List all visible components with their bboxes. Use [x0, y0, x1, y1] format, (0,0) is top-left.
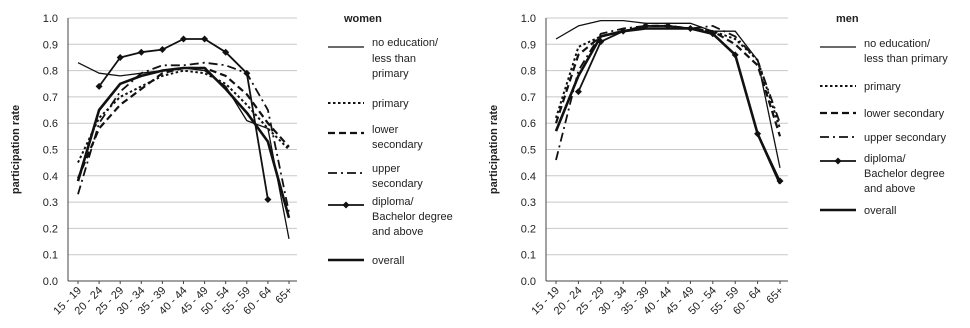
series-line-solid-thick — [554, 27, 782, 185]
data-point-marker — [137, 48, 145, 56]
legend: men no education/less than primary primary… — [820, 13, 948, 217]
legend-marker — [834, 157, 842, 165]
legend-label: diploma/Bachelor degree and above — [864, 153, 945, 195]
data-point-marker — [158, 46, 166, 54]
y-axis-label: participation rate — [488, 105, 500, 194]
x-tick-label: 65+ — [764, 285, 786, 307]
y-tick-label: 0.6 — [43, 118, 58, 130]
y-tick-label: 0.7 — [521, 92, 536, 104]
y-tick-label: 0.5 — [521, 145, 536, 157]
legend-label: upper secondary — [372, 163, 423, 190]
legend-label: lower secondary — [372, 124, 423, 151]
y-tick-label: 0.9 — [43, 39, 58, 51]
series-line-solid-thin — [77, 62, 290, 240]
y-tick-label: 0.9 — [521, 39, 536, 51]
y-tick-label: 0.7 — [43, 92, 58, 104]
legend-label: primary — [864, 81, 901, 93]
y-tick-label: 0.0 — [521, 276, 536, 288]
legend-label: lower secondary — [864, 108, 945, 120]
legend: women no education/less than primary primar… — [328, 13, 453, 267]
y-tick-label: 0.8 — [521, 66, 536, 78]
y-tick-label: 1.0 — [43, 13, 58, 25]
y-tick-label: 0.3 — [43, 197, 58, 209]
y-tick-label: 0.8 — [43, 66, 58, 78]
y-tick-label: 0.6 — [521, 118, 536, 130]
data-point-marker — [95, 82, 103, 90]
legend-label: overall — [864, 205, 896, 217]
legend-label: no education/less than primary — [864, 38, 948, 65]
legend-marker — [342, 201, 350, 209]
data-point-marker — [201, 35, 209, 43]
legend-label: primary — [372, 98, 409, 110]
data-point-marker — [574, 88, 582, 96]
legend-title: men — [836, 13, 859, 25]
legend-label: diploma/Bachelor degree and above — [372, 196, 453, 238]
x-tick-label: 65+ — [273, 285, 295, 307]
series-line-dotted — [555, 24, 781, 129]
data-point-marker — [180, 35, 187, 43]
series-line-solid-thick — [76, 66, 291, 219]
chart-panel-men: 0.00.10.20.30.40.50.60.70.80.91.015 - 19… — [488, 13, 948, 317]
y-tick-label: 1.0 — [521, 13, 536, 25]
legend-title: women — [343, 13, 382, 25]
y-tick-label: 0.3 — [521, 197, 536, 209]
y-tick-label: 0.1 — [43, 250, 58, 262]
data-point-marker — [222, 48, 230, 56]
y-tick-label: 0.1 — [521, 250, 536, 262]
data-point-marker — [243, 69, 251, 77]
y-tick-label: 0.2 — [43, 223, 58, 235]
y-axis-label: participation rate — [10, 105, 22, 194]
data-point-marker — [116, 53, 124, 61]
data-point-marker — [264, 195, 272, 203]
y-tick-label: 0.0 — [43, 276, 58, 288]
legend-label: overall — [372, 255, 404, 267]
chart-panel-women: 0.00.10.20.30.40.50.60.70.80.91.015 - 19… — [10, 13, 453, 317]
y-tick-label: 0.5 — [43, 145, 58, 157]
y-tick-label: 0.2 — [521, 223, 536, 235]
y-tick-label: 0.4 — [43, 171, 58, 183]
legend-label: upper secondary — [864, 132, 946, 144]
series-line-dashdot — [77, 61, 290, 213]
y-tick-label: 0.4 — [521, 171, 536, 183]
legend-label: no education/less than primary — [372, 37, 439, 80]
